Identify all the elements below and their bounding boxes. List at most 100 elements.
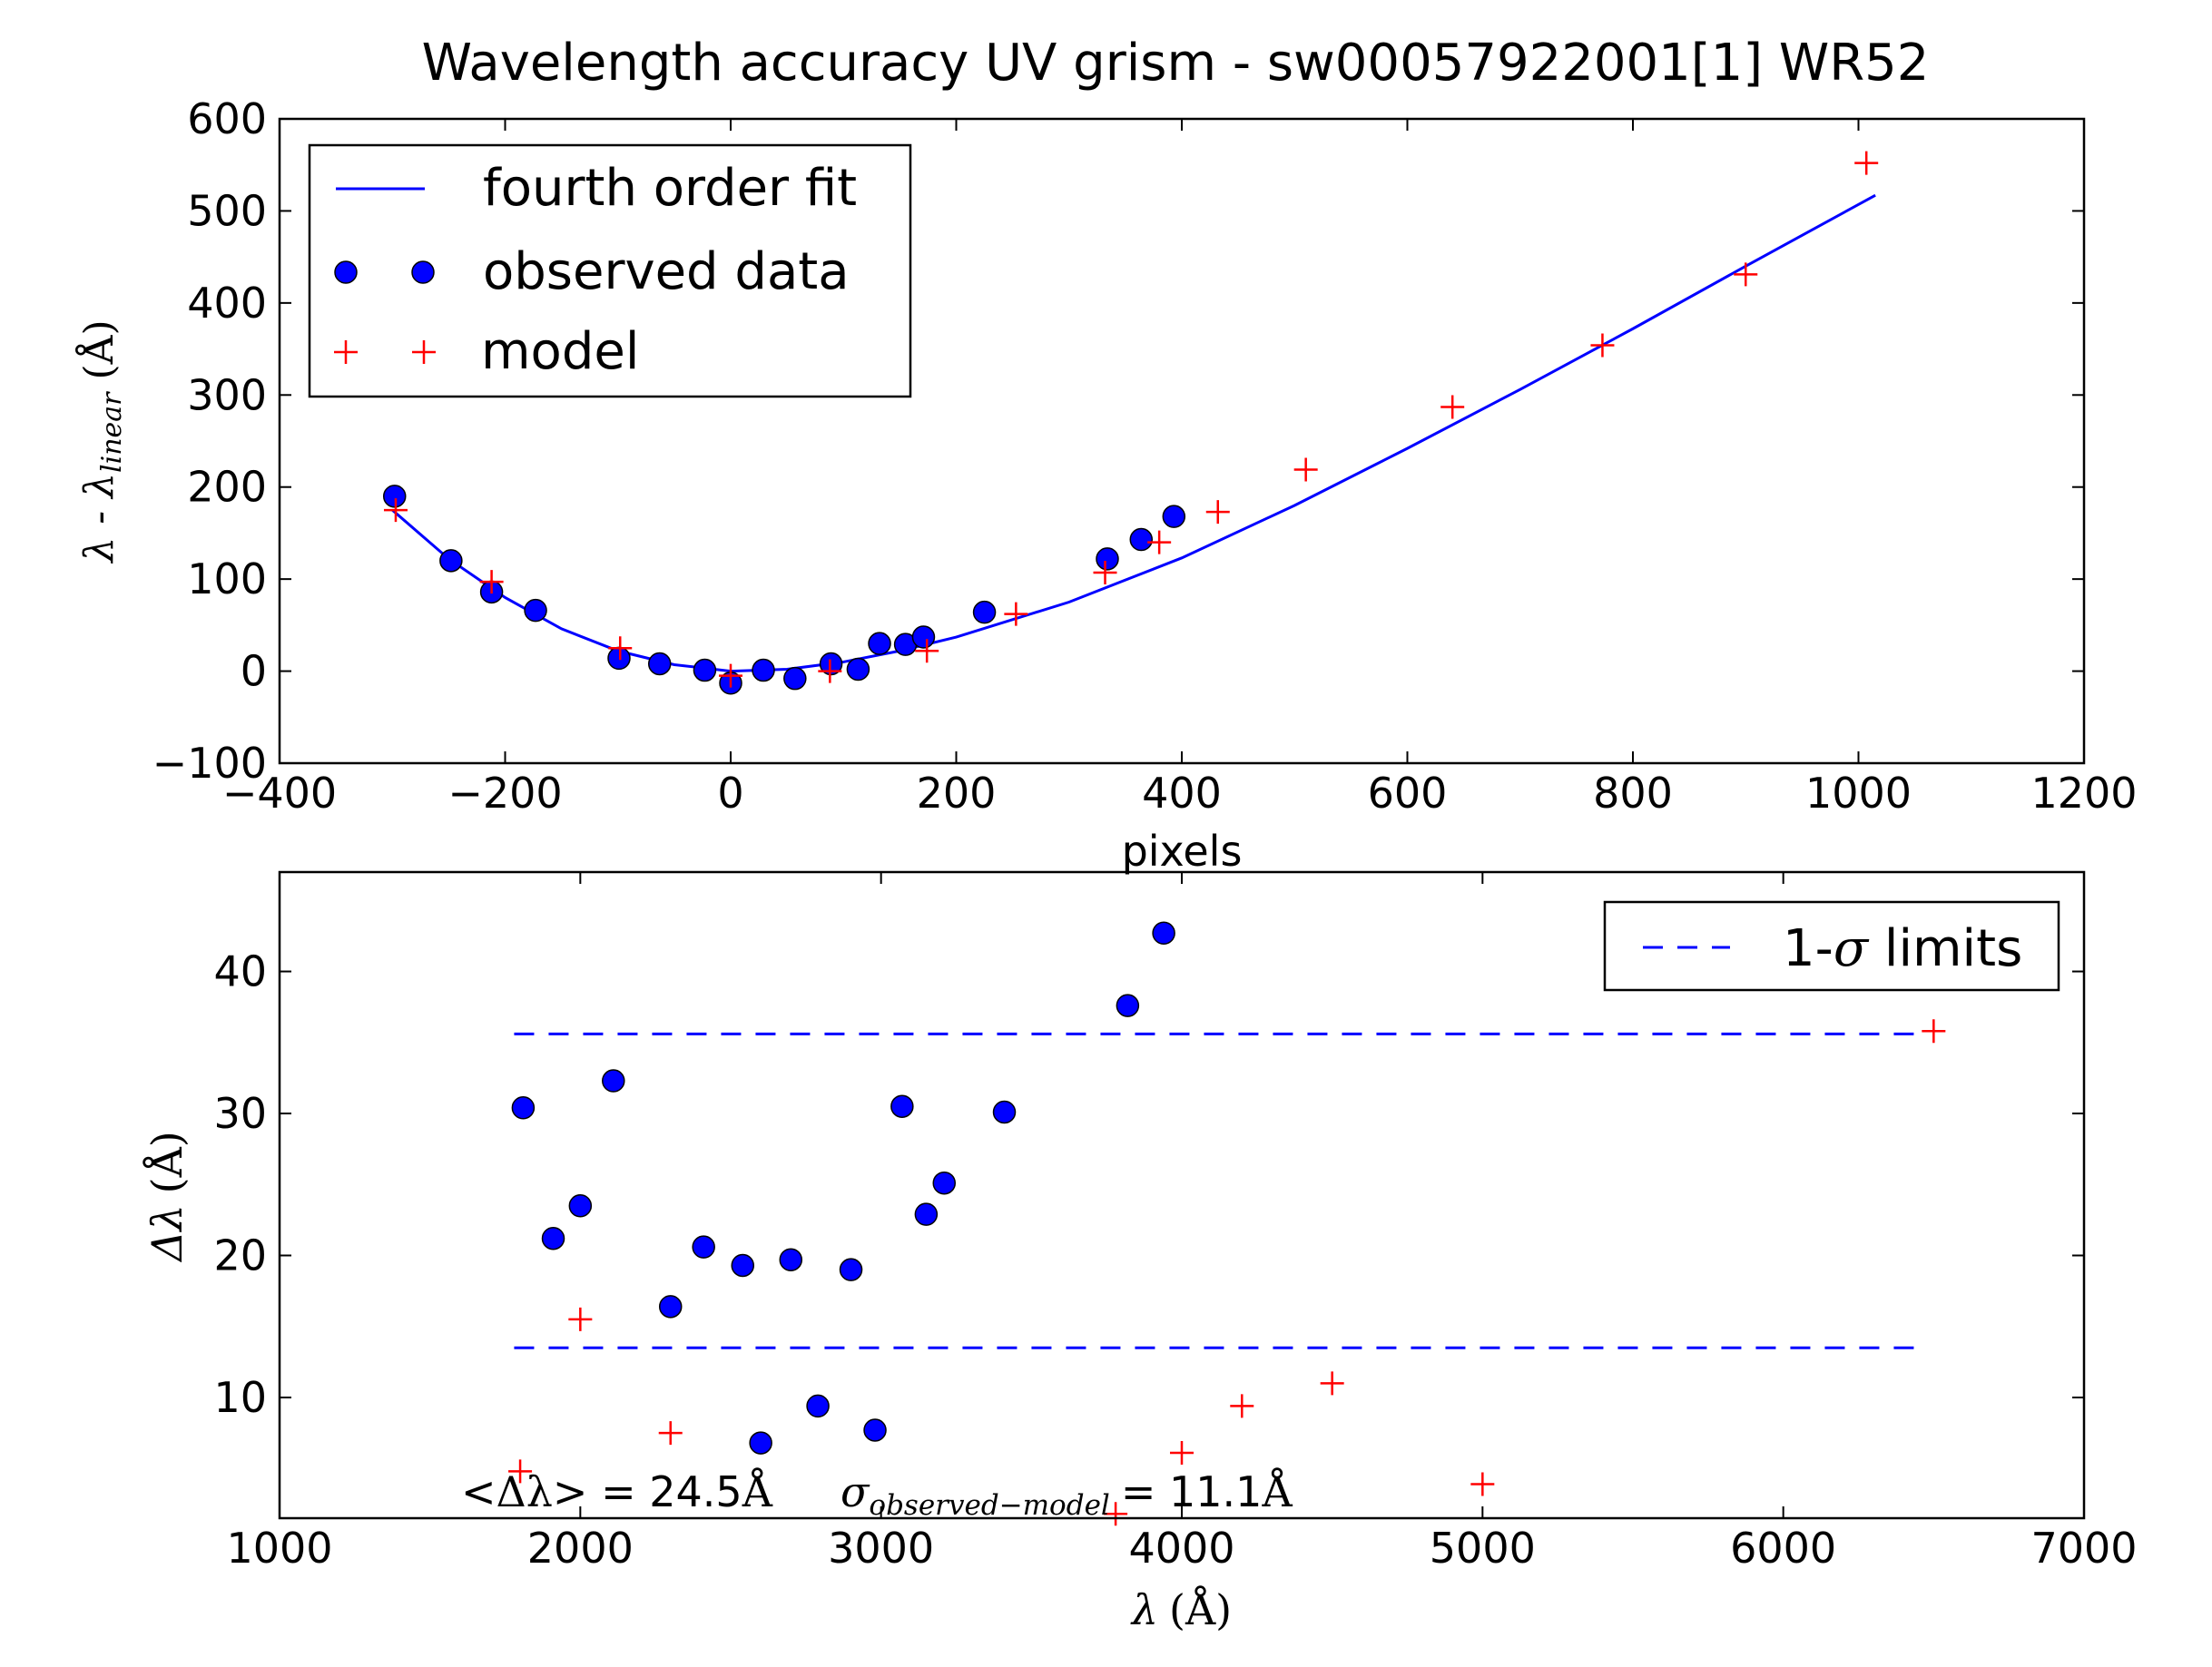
delta-observed-point xyxy=(779,1248,803,1271)
observed-data-point xyxy=(1129,527,1154,552)
delta-model-point xyxy=(1470,1472,1495,1496)
mean-delta-annotation: <Δλ> = 24.5Å xyxy=(461,1466,773,1516)
top-y-axis-label-subscript: linear xyxy=(96,391,128,473)
delta-observed-point xyxy=(932,1171,956,1195)
bottom-x-tick-label: 2000 xyxy=(527,1524,634,1573)
delta-model-point xyxy=(568,1307,593,1331)
sigma-subscript: observed−model xyxy=(869,1489,1109,1522)
bottom-x-axis-label-unit: (Å) xyxy=(1169,1584,1232,1634)
legend-model-marker xyxy=(412,340,436,364)
observed-data-point xyxy=(868,632,891,655)
top-y-tick-label: 200 xyxy=(187,463,267,512)
legend-sigma-label-prefix: 1- xyxy=(1783,919,1834,978)
delta-model-point xyxy=(508,1459,533,1484)
top-y-axis-label-unit: (Å) xyxy=(74,319,123,379)
legend-observed-marker xyxy=(411,260,435,284)
sigma-symbol: σ xyxy=(841,1467,870,1516)
sigma-unit: Å xyxy=(1261,1466,1293,1516)
bottom-plot-ticks: 1000 2000 3000 4000 5000 6000 7000 10 20 30 40 xyxy=(213,872,2138,1573)
observed-data-point xyxy=(1096,547,1119,571)
observed-data-point xyxy=(783,666,807,691)
bottom-y-axis-label-unit: (Å) xyxy=(142,1131,192,1193)
mean-delta-symbol: Δλ xyxy=(496,1467,553,1516)
observed-data-point xyxy=(911,625,936,649)
top-y-axis-label-main: λ - λ xyxy=(76,473,123,564)
delta-observed-point xyxy=(863,1418,887,1442)
top-legend: fourth order fit observed data model xyxy=(308,143,912,398)
delta-model-point xyxy=(1320,1371,1344,1396)
top-y-tick-label: 500 xyxy=(187,186,267,235)
bottom-x-tick-label: 4000 xyxy=(1128,1524,1234,1573)
bottom-x-axis-label-symbol: λ xyxy=(1130,1585,1158,1634)
top-x-tick-label: 600 xyxy=(1368,769,1448,818)
mean-delta-open: < xyxy=(461,1467,496,1516)
legend-sigma-label-suffix: limits xyxy=(1868,919,2022,978)
observed-data-point xyxy=(693,658,717,682)
model-point xyxy=(1440,395,1465,419)
delta-observed-point xyxy=(602,1069,625,1093)
legend-observed-label: observed data xyxy=(483,242,850,301)
observed-data-point xyxy=(1162,505,1186,528)
model-point xyxy=(1205,500,1230,525)
top-y-tick-label: 600 xyxy=(187,94,267,143)
model-point xyxy=(1293,457,1318,482)
top-y-axis-label: λ - λlinear (Å) xyxy=(74,319,128,564)
delta-observed-point xyxy=(658,1295,683,1319)
top-plot: −400 −200 0 200 400 600 800 1000 1200 −100 0 100 200… xyxy=(74,94,2138,876)
bottom-x-tick-label: 7000 xyxy=(2030,1524,2137,1573)
top-x-tick-label: 400 xyxy=(1142,769,1222,818)
bottom-x-axis-label: λ (Å) xyxy=(1130,1584,1232,1634)
top-y-tick-label: −100 xyxy=(152,739,267,788)
top-x-tick-label: −200 xyxy=(447,769,562,818)
observed-data-point xyxy=(647,652,672,676)
figure-title: Wavelength accuracy UV grism - sw0005792… xyxy=(422,34,1930,93)
model-point xyxy=(915,639,939,663)
top-x-tick-label: −400 xyxy=(222,769,337,818)
mean-delta-value: > = 24.5 xyxy=(553,1467,742,1516)
bottom-y-tick-label: 20 xyxy=(213,1231,267,1280)
bottom-x-tick-label: 5000 xyxy=(1430,1524,1536,1573)
observed-data-point xyxy=(972,600,997,624)
delta-observed-point xyxy=(806,1394,830,1418)
delta-observed-point xyxy=(1116,994,1140,1017)
bottom-y-tick-label: 40 xyxy=(213,947,267,996)
delta-observed-point xyxy=(692,1235,715,1259)
top-legend-box xyxy=(308,143,912,398)
top-plot-ticks: −400 −200 0 200 400 600 800 1000 1200 −100 0 100 200… xyxy=(152,94,2138,818)
legend-observed-marker xyxy=(334,260,358,284)
delta-model-point xyxy=(1922,1019,1946,1044)
model-point xyxy=(608,636,633,661)
top-x-tick-label: 0 xyxy=(717,769,743,818)
top-y-tick-label: 0 xyxy=(241,647,267,696)
delta-observed-point xyxy=(914,1202,939,1226)
delta-observed-point xyxy=(890,1094,914,1118)
delta-observed-point xyxy=(511,1096,536,1120)
bottom-x-tick-label: 1000 xyxy=(226,1524,332,1573)
sigma-value: = 11.1 xyxy=(1121,1467,1263,1516)
top-x-axis-label: pixels xyxy=(1122,827,1243,876)
top-y-tick-label: 300 xyxy=(187,370,267,419)
delta-model-point xyxy=(1104,1502,1128,1526)
bottom-y-tick-label: 10 xyxy=(213,1373,267,1422)
bottom-y-tick-label: 30 xyxy=(213,1089,267,1138)
legend-model-marker xyxy=(334,340,358,364)
observed-data-point xyxy=(752,658,775,682)
model-point xyxy=(1590,333,1615,358)
legend-sigma-label: 1-σ limits xyxy=(1783,919,2022,978)
observed-data-point xyxy=(439,549,463,573)
mean-delta-unit: Å xyxy=(742,1466,773,1516)
top-y-tick-label: 100 xyxy=(187,554,267,603)
model-point xyxy=(1093,561,1117,585)
legend-model-label: model xyxy=(481,322,639,381)
model-point xyxy=(1147,530,1172,554)
delta-model-point xyxy=(658,1421,683,1446)
top-y-tick-label: 400 xyxy=(187,279,267,328)
delta-model-point xyxy=(1230,1394,1254,1418)
legend-sigma-label-symbol: σ xyxy=(1834,919,1870,978)
observed-data-point xyxy=(524,598,547,623)
legend-fit-label: fourth order fit xyxy=(483,159,857,218)
model-point xyxy=(719,663,742,688)
bottom-x-tick-label: 3000 xyxy=(828,1524,934,1573)
